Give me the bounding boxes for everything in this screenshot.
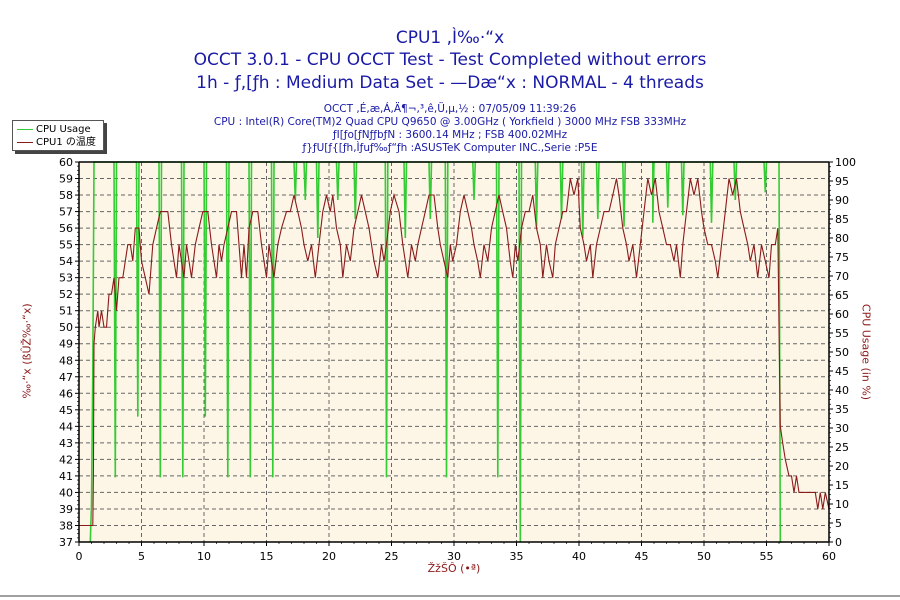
x-axis-label: ŽžŠÔ (•ª) bbox=[427, 562, 481, 575]
y-left-tick-label: 38 bbox=[59, 519, 73, 532]
y-right-tick-label: 65 bbox=[835, 289, 849, 302]
y-axis-right-label: CPU Usage (in %) bbox=[859, 303, 873, 401]
chart-subtitle-2: 1h - ƒ‚[ƒh : Medium Data Set - —Dæ“x : N… bbox=[196, 73, 704, 93]
y-left-tick-label: 57 bbox=[59, 206, 73, 219]
y-right-tick-label: 10 bbox=[835, 498, 849, 511]
x-tick-label: 30 bbox=[447, 550, 461, 563]
y-right-tick-label: 80 bbox=[835, 232, 849, 245]
chart-subtitle: OCCT 3.0.1 - CPU OCCT Test - Test Comple… bbox=[193, 50, 707, 70]
y-right-tick-label: 60 bbox=[835, 308, 849, 321]
y-left-tick-label: 37 bbox=[59, 536, 73, 549]
y-left-tick-label: 40 bbox=[59, 486, 73, 499]
y-left-tick-label: 50 bbox=[59, 321, 73, 334]
y-left-tick-label: 54 bbox=[59, 255, 73, 268]
y-left-tick-label: 51 bbox=[59, 305, 73, 318]
x-tick-label: 10 bbox=[197, 550, 211, 563]
series-line-cpu-usage bbox=[89, 161, 782, 543]
y-right-tick-label: 25 bbox=[835, 441, 849, 454]
info-line-date: OCCT ,É,æ,Á,Ä¶¬,³,ê,Ü,µ,½ : 07/05/09 11:… bbox=[323, 103, 577, 115]
y-left-tick-label: 39 bbox=[59, 503, 73, 516]
y-left-tick-label: 43 bbox=[59, 437, 73, 450]
x-tick-label: 20 bbox=[322, 550, 336, 563]
x-tick-label: 25 bbox=[385, 550, 399, 563]
legend-label-cpu-usage: CPU Usage bbox=[36, 124, 91, 135]
legend-swatch-cpu-usage bbox=[17, 128, 33, 130]
y-right-tick-label: 50 bbox=[835, 346, 849, 359]
y-right-tick-label: 15 bbox=[835, 479, 849, 492]
y-right-tick-label: 45 bbox=[835, 365, 849, 378]
x-tick-label: 50 bbox=[697, 550, 711, 563]
info-line-cpu: CPU : Intel(R) Core(TM)2 Quad CPU Q9650 … bbox=[213, 116, 687, 128]
y-right-tick-label: 20 bbox=[835, 460, 849, 473]
series-line-cpu1-temp bbox=[79, 178, 830, 527]
y-left-tick-label: 48 bbox=[59, 354, 73, 367]
y-left-tick-label: 46 bbox=[59, 387, 73, 400]
legend: CPU Usage CPU1 の温度 bbox=[12, 120, 104, 151]
bottom-divider bbox=[0, 595, 900, 597]
y-left-tick-label: 49 bbox=[59, 338, 73, 351]
x-tick-label: 55 bbox=[760, 550, 774, 563]
y-left-tick-label: 60 bbox=[59, 156, 73, 169]
legend-entry-cpu-usage: CPU Usage bbox=[17, 123, 91, 136]
y-right-tick-label: 40 bbox=[835, 384, 849, 397]
series-layer bbox=[79, 161, 830, 543]
x-tick-label: 0 bbox=[76, 550, 83, 563]
x-tick-label: 60 bbox=[822, 550, 836, 563]
legend-entry-cpu1-temp: CPU1 の温度 bbox=[17, 136, 96, 149]
x-tick-label: 40 bbox=[572, 550, 586, 563]
y-right-tick-label: 100 bbox=[835, 156, 856, 169]
y-left-tick-label: 53 bbox=[59, 272, 73, 285]
x-tick-label: 5 bbox=[138, 550, 145, 563]
y-left-tick-label: 56 bbox=[59, 222, 73, 235]
y-right-tick-label: 75 bbox=[835, 251, 849, 264]
x-tick-label: 35 bbox=[510, 550, 524, 563]
y-left-tick-label: 42 bbox=[59, 453, 73, 466]
y-right-tick-label: 70 bbox=[835, 270, 849, 283]
y-left-tick-labels: 37 38 39 40 41 42 43 44 45 46 47 48 49 50 51 52 53 54 55 56… bbox=[59, 156, 79, 549]
info-line-motherboard: ƒ}ƒU[ƒ{[ƒh,Ìƒuƒ‰ƒ“ƒh :ASUSTeK Computer I… bbox=[302, 142, 598, 154]
x-tick-label: 15 bbox=[260, 550, 274, 563]
y-left-tick-label: 58 bbox=[59, 189, 73, 202]
y-left-tick-label: 41 bbox=[59, 470, 73, 483]
y-left-tick-label: 47 bbox=[59, 371, 73, 384]
y-left-tick-label: 59 bbox=[59, 173, 73, 186]
y-right-tick-labels: 0 5 10 15 20 25 30 35 40 45 50 55 60 65 70 75 80 85 90 95 10… bbox=[829, 156, 856, 549]
y-right-tick-label: 35 bbox=[835, 403, 849, 416]
x-tick-label: 45 bbox=[635, 550, 649, 563]
grid-lines bbox=[79, 162, 829, 542]
info-line-overclock: ƒI[ƒo[ƒNƒƒbƒN : 3600.14 MHz ; FSB 400.02… bbox=[332, 129, 568, 141]
y-left-tick-label: 45 bbox=[59, 404, 73, 417]
y-right-tick-label: 95 bbox=[835, 175, 849, 188]
y-right-tick-label: 30 bbox=[835, 422, 849, 435]
y-right-tick-label: 0 bbox=[835, 536, 842, 549]
y-right-tick-label: 55 bbox=[835, 327, 849, 340]
y-right-tick-label: 90 bbox=[835, 194, 849, 207]
legend-label-cpu1-temp: CPU1 の温度 bbox=[36, 137, 96, 148]
x-tick-labels: 0 5 10 15 20 25 30 35 40 45 50 55 60 bbox=[76, 542, 836, 563]
chart-title: CPU1 ,Ì‰·“x bbox=[395, 28, 505, 48]
y-left-tick-label: 44 bbox=[59, 420, 73, 433]
y-left-tick-label: 52 bbox=[59, 288, 73, 301]
y-left-tick-label: 55 bbox=[59, 239, 73, 252]
legend-swatch-cpu1-temp bbox=[17, 141, 33, 143]
y-right-tick-label: 85 bbox=[835, 213, 849, 226]
y-axis-left-label: ‰·“x (ßÛŽ‰·“x) bbox=[20, 303, 34, 399]
y-right-tick-label: 5 bbox=[835, 517, 842, 530]
